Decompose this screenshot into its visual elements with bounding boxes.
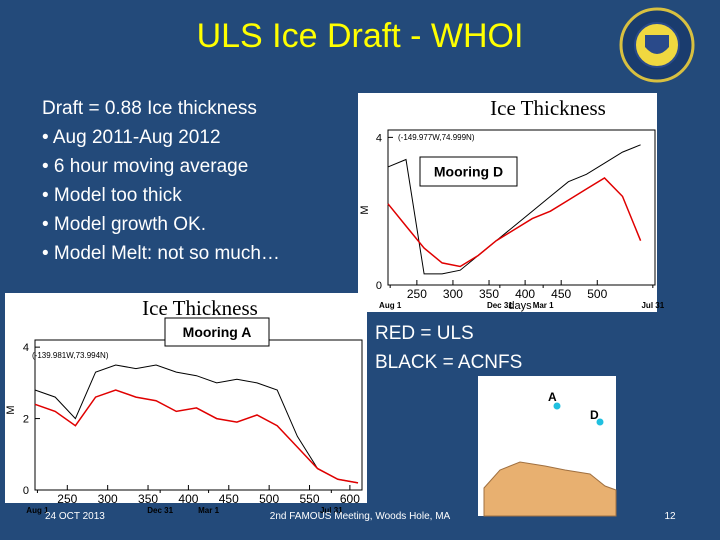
chart-subtitle: (-149.977W,74.999N) — [398, 133, 475, 142]
x-tick-label: 300 — [98, 492, 118, 506]
series-line — [34, 389, 359, 484]
x-tick-label: 350 — [138, 492, 158, 506]
annotation: Mooring A — [183, 324, 252, 340]
y-axis-label: M — [5, 405, 17, 414]
y-axis-label: M — [359, 205, 371, 214]
footer-event: 2nd FAMOUS Meeting, Woods Hole, MA — [270, 511, 451, 522]
annotation: Mooring D — [434, 164, 503, 180]
map — [478, 376, 617, 517]
date-tick-label: Mar 1 — [198, 506, 219, 515]
x-tick-label: 550 — [300, 492, 320, 506]
date-tick-label: Aug 1 — [379, 301, 402, 310]
x-tick-label: 500 — [259, 492, 279, 506]
bullet: • Aug 2011-Aug 2012 — [42, 127, 221, 148]
series-line — [387, 144, 641, 275]
x-tick-label: 450 — [219, 492, 239, 506]
map-label: D — [590, 408, 599, 422]
date-tick-label: Aug 1 — [26, 506, 49, 515]
x-tick-label: 350 — [479, 287, 499, 301]
bullet: • 6 hour moving average — [42, 156, 248, 177]
date-tick-label: Jul 31 — [320, 506, 343, 515]
footer-page: 12 — [664, 511, 676, 522]
chart-title: Ice Thickness — [142, 296, 258, 320]
y-tick-label: 4 — [376, 132, 382, 144]
annotation-box — [419, 156, 518, 187]
y-tick-label: 4 — [23, 342, 29, 354]
x-tick-label: 450 — [551, 287, 571, 301]
charts: Ice Thickness 0 4 250 300 350 400 450 500 Aug 1 De… — [5, 93, 665, 515]
legend-line: BLACK = ACNFS — [375, 352, 522, 373]
chart-background — [358, 93, 657, 312]
footer: 24 OCT 2013 2nd FAMOUS Meeting, Woods Hol… — [45, 511, 676, 522]
bullet: • Model growth OK. — [42, 214, 206, 235]
footer-date: 24 OCT 2013 — [45, 511, 105, 522]
bullet: • Model too thick — [42, 185, 182, 206]
bullet: Draft = 0.88 Ice thickness — [42, 98, 257, 119]
bullet: • Model Melt: not so much… — [42, 243, 280, 264]
y-tick-label: 0 — [23, 485, 29, 497]
date-tick-label: Dec 31 — [147, 506, 173, 515]
logo — [619, 7, 695, 83]
x-tick-label: 250 — [407, 287, 427, 301]
legend-line: RED = ULS — [375, 323, 474, 344]
plot-frame — [387, 129, 656, 286]
annotation-box — [164, 317, 270, 347]
y-tick-label: 2 — [23, 414, 29, 426]
y-tick-label: 0 — [376, 280, 382, 292]
date-tick-label: Jul 31 — [641, 301, 664, 310]
chart-title: Ice Thickness — [490, 96, 606, 120]
bullet-list: Draft = 0.88 Ice thickness • Aug 2011-Aug… — [42, 98, 280, 264]
date-tick-label: Mar 1 — [533, 301, 554, 310]
x-tick-label: 600 — [340, 492, 360, 506]
x-tick-label: 400 — [515, 287, 535, 301]
ice-chart: Ice Thickness 0 4 250 300 350 400 450 500 Aug 1 De… — [358, 93, 665, 312]
series-line — [34, 364, 359, 484]
date-tick-label: Dec 31 — [487, 301, 513, 310]
x-tick-label: 500 — [587, 287, 607, 301]
chart-subtitle: (-139.981W,73.994N) — [32, 351, 109, 360]
x-tick-label: 250 — [57, 492, 77, 506]
x-tick-label: 400 — [178, 492, 198, 506]
slide-title: ULS Ice Draft - WHOI — [197, 17, 524, 55]
x-tick-label: 300 — [443, 287, 463, 301]
legend-text: RED = ULS BLACK = ACNFS — [375, 323, 522, 373]
ice-chart: Ice Thickness 0 2 4 250 300 350 400 450 500 550 600… — [5, 293, 367, 515]
map-label: A — [548, 390, 557, 404]
series-line — [387, 177, 642, 268]
x-axis-label: days — [508, 300, 532, 312]
